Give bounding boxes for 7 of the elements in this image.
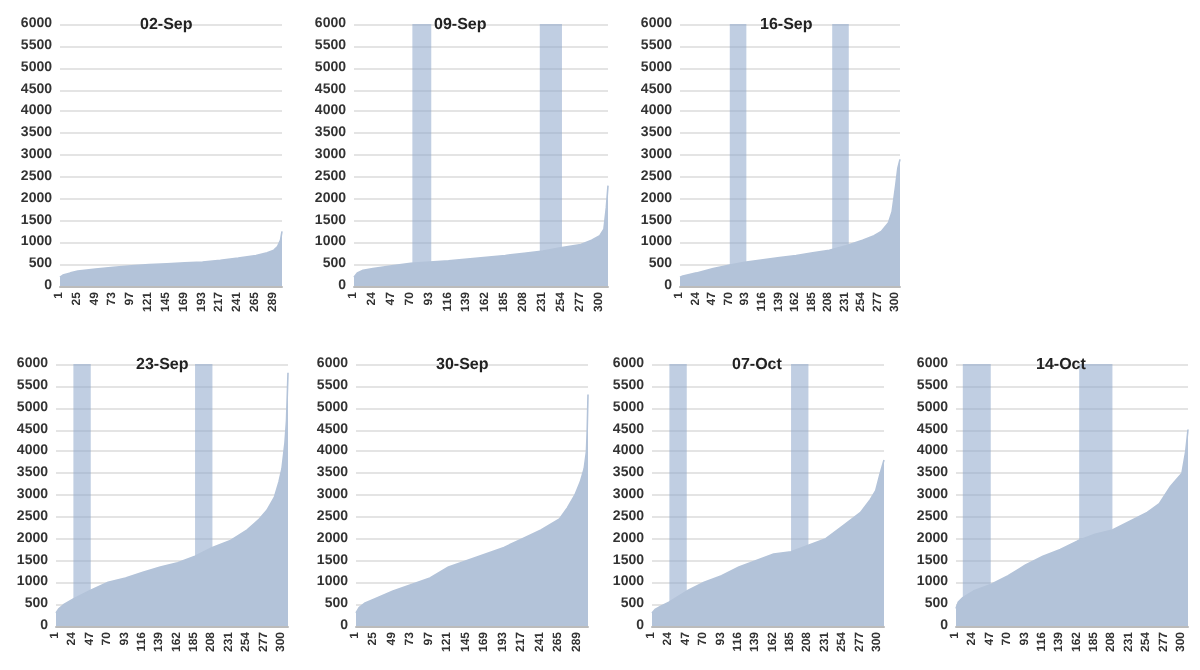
chart-title: 14-Oct bbox=[1036, 355, 1087, 373]
chart-title: 16-Sep bbox=[760, 15, 813, 33]
chart-title: 30-Sep bbox=[436, 355, 489, 373]
chart-title: 02-Sep bbox=[140, 15, 193, 33]
chart-title: 07-Oct bbox=[732, 355, 783, 373]
chart-title: 09-Sep bbox=[434, 15, 487, 33]
chart-title: 23-Sep bbox=[136, 355, 189, 373]
